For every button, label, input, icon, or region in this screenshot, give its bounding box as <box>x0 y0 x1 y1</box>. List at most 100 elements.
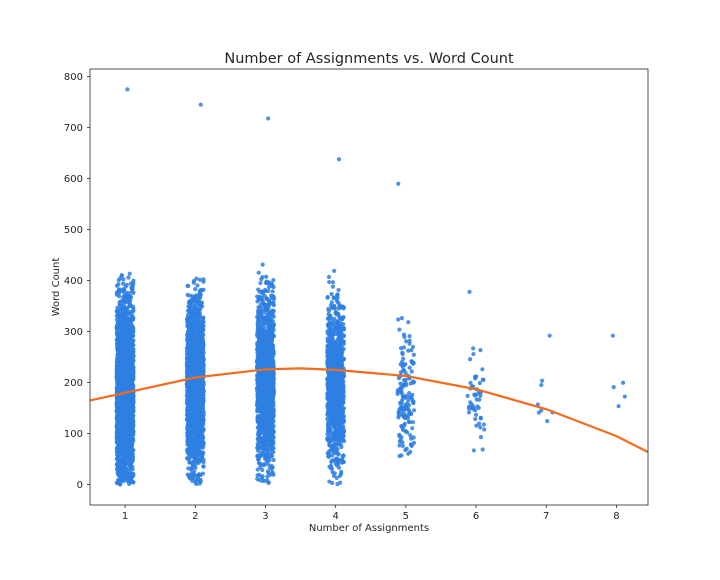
data-point-1-1690 <box>194 318 200 323</box>
data-point-1-1686 <box>185 358 190 363</box>
data-point-0-2481 <box>114 404 119 409</box>
data-point-0-2509 <box>115 347 120 352</box>
data-point-1-1639 <box>200 406 205 411</box>
data-point-1-1677 <box>191 420 196 425</box>
data-point-0-2519 <box>114 372 120 377</box>
data-point-1-1420 <box>187 435 192 440</box>
data-point-1-1606 <box>199 397 204 402</box>
data-point-0-2557 <box>130 417 135 422</box>
data-point-0-2492 <box>130 348 136 353</box>
data-point-0-2570 <box>123 309 128 314</box>
data-point-1-1694 <box>195 402 200 408</box>
data-point-0-2588 <box>125 380 130 386</box>
data-point-0-2370 <box>128 463 133 468</box>
data-point-2-284 <box>260 275 265 280</box>
data-point-0-2216 <box>131 473 136 478</box>
data-point-0-2091 <box>120 281 126 286</box>
data-point-1-1679 <box>187 391 192 396</box>
data-point-1-1342 <box>188 431 193 436</box>
data-point-0-2580 <box>129 381 134 386</box>
data-point-1-1613 <box>193 296 198 301</box>
data-point-1-1685 <box>201 369 206 374</box>
data-point-0-0 <box>125 87 130 92</box>
data-point-0-2592 <box>116 458 121 464</box>
data-point-0-1824 <box>121 288 126 293</box>
data-point-1-1635 <box>188 412 193 417</box>
data-point-0-2584 <box>121 351 126 356</box>
data-point-0-2571 <box>123 331 128 336</box>
data-point-1-1698 <box>194 313 200 318</box>
data-point-0-2574 <box>114 452 120 457</box>
data-point-1-1622 <box>197 299 202 304</box>
data-point-0-2251 <box>131 282 136 287</box>
data-point-1-1605 <box>200 402 205 407</box>
data-point-0-2555 <box>117 353 122 358</box>
data-point-0-2583 <box>115 384 120 390</box>
data-point-0-2218 <box>125 471 130 476</box>
data-point-1-1141 <box>191 463 196 468</box>
data-point-1-1699 <box>196 336 201 341</box>
data-point-0-2579 <box>123 410 128 415</box>
data-point-1-1588 <box>187 456 192 461</box>
data-point-1-1374 <box>198 292 203 297</box>
data-point-1-1642 <box>188 330 193 335</box>
data-point-1-1643 <box>189 446 194 451</box>
data-point-0-2467 <box>118 416 123 422</box>
data-point-2-214 <box>270 289 275 294</box>
data-point-1-1554 <box>193 359 198 364</box>
data-point-1-1032 <box>188 467 193 472</box>
data-point-1-771 <box>193 287 198 292</box>
data-point-0-2461 <box>122 457 128 463</box>
data-point-0-2576 <box>130 448 135 453</box>
data-point-0-2456 <box>128 478 134 483</box>
data-point-0-1864 <box>130 324 135 329</box>
data-point-1-1654 <box>193 478 198 483</box>
data-point-1-1569 <box>191 342 196 348</box>
data-point-0-2596 <box>125 442 130 447</box>
data-point-0-2427 <box>116 282 121 287</box>
data-point-0-2581 <box>121 338 126 343</box>
data-point-1-1624 <box>200 420 205 426</box>
data-point-0-2572 <box>128 431 133 436</box>
data-point-1-1257 <box>196 472 202 477</box>
data-point-1-1670 <box>188 405 193 411</box>
data-point-1-1628 <box>193 416 198 421</box>
data-point-1-1697 <box>199 351 204 356</box>
data-point-0-2532 <box>130 352 136 357</box>
data-point-0-2598 <box>123 446 128 451</box>
data-point-1-1667 <box>186 439 191 444</box>
data-point-0-2514 <box>115 337 120 342</box>
data-point-0-2452 <box>126 275 131 280</box>
data-point-0-2534 <box>130 316 135 321</box>
data-point-1-0 <box>198 102 203 107</box>
data-point-1-1552 <box>185 283 190 288</box>
data-point-1-1632 <box>185 308 191 313</box>
data-point-0-2457 <box>114 480 119 485</box>
data-point-0-2573 <box>116 421 121 426</box>
data-points <box>114 87 627 487</box>
data-point-1-1680 <box>192 399 197 405</box>
data-point-0-2535 <box>121 361 127 367</box>
data-point-0-2542 <box>118 468 123 474</box>
data-point-0-1943 <box>119 273 124 278</box>
data-point-0-2565 <box>128 425 133 430</box>
data-point-0-2552 <box>127 344 133 349</box>
data-point-0-2375 <box>122 464 127 469</box>
data-point-1-1693 <box>201 323 206 328</box>
data-point-1-651 <box>195 283 200 288</box>
data-point-2-667 <box>256 270 261 275</box>
data-point-1-1619 <box>185 336 190 341</box>
data-point-1-1676 <box>201 459 206 465</box>
data-point-0-2543 <box>130 357 135 362</box>
data-point-0-2488 <box>129 435 134 440</box>
data-point-0-2363 <box>121 294 126 299</box>
data-point-2-377 <box>258 280 263 286</box>
data-point-1-1389 <box>188 303 193 308</box>
data-point-1-1495 <box>191 435 197 440</box>
data-point-1-1487 <box>200 328 206 333</box>
data-point-0-2438 <box>119 327 124 332</box>
data-point-1-1651 <box>186 383 191 388</box>
data-point-1-1611 <box>186 315 191 320</box>
data-point-1-1672 <box>199 412 204 417</box>
data-point-0-2590 <box>117 378 122 383</box>
